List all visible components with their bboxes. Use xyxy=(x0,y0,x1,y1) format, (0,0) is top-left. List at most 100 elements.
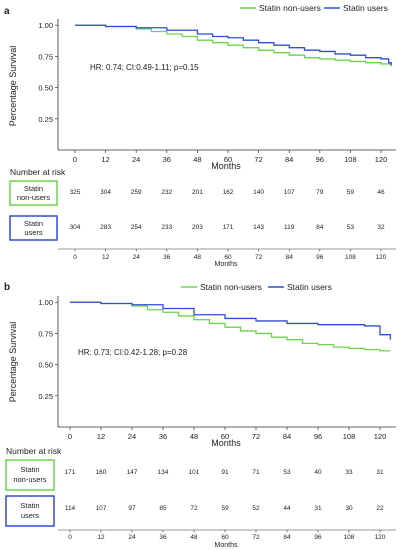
risk-table-title: Number at risk xyxy=(10,167,66,177)
risk-count: 134 xyxy=(158,469,169,476)
risk-count: 71 xyxy=(252,469,260,476)
risk-count: 53 xyxy=(347,224,355,231)
risk-count: 201 xyxy=(192,189,203,196)
x-tick-label: 72 xyxy=(252,432,260,441)
y-tick-label: 0.75 xyxy=(38,52,53,61)
risk-table: Number at risk Statin non-users Statin u… xyxy=(5,446,396,549)
x-tick-label: 24 xyxy=(128,432,136,441)
risk-count: 52 xyxy=(252,505,260,512)
survival-curve xyxy=(70,301,391,340)
risk-group-label: Statin xyxy=(20,465,39,474)
y-tick-label: 0.50 xyxy=(38,84,53,93)
risk-group-label: users xyxy=(21,511,40,520)
risk-x-tick-label: 48 xyxy=(194,254,202,261)
panel-letter: a xyxy=(4,6,10,17)
risk-x-tick-label: 12 xyxy=(97,534,105,541)
x-axis-label: Months xyxy=(211,161,241,171)
x-tick-label: 84 xyxy=(283,432,291,441)
panel-letter: b xyxy=(4,282,10,293)
risk-x-tick-label: 108 xyxy=(345,254,356,261)
risk-x-tick-label: 36 xyxy=(163,254,171,261)
x-tick-label: 120 xyxy=(375,155,388,164)
x-tick-label: 84 xyxy=(285,155,293,164)
legend: Statin non-users Statin users xyxy=(181,282,332,292)
risk-count: 114 xyxy=(65,505,76,512)
x-tick-label: 36 xyxy=(163,155,171,164)
x-tick-label: 12 xyxy=(97,432,105,441)
risk-x-tick-label: 0 xyxy=(73,254,77,261)
x-tick-label: 48 xyxy=(193,155,201,164)
risk-count: 31 xyxy=(376,469,384,476)
risk-count: 97 xyxy=(128,505,136,512)
risk-count: 232 xyxy=(161,189,172,196)
risk-group-box-non-users xyxy=(5,459,55,491)
risk-count: 304 xyxy=(100,189,111,196)
risk-count: 107 xyxy=(284,189,295,196)
risk-count: 147 xyxy=(127,469,138,476)
panel-a: a Statin non-users Statin users Percenta… xyxy=(4,3,396,268)
risk-table: Number at risk Statin non-users Statin u… xyxy=(9,167,396,268)
risk-group-box-users xyxy=(5,495,55,527)
legend-label-users: Statin users xyxy=(343,3,388,13)
risk-count: 160 xyxy=(96,469,107,476)
y-axis-label: Percentage Survival xyxy=(8,322,18,403)
x-tick-label: 36 xyxy=(159,432,167,441)
risk-x-tick-label: 12 xyxy=(102,254,110,261)
risk-group-box-non-users xyxy=(9,180,58,206)
risk-count: 30 xyxy=(345,505,353,512)
risk-count: 233 xyxy=(161,224,172,231)
risk-count: 259 xyxy=(131,189,142,196)
risk-table-title: Number at risk xyxy=(6,446,62,456)
hazard-ratio-annotation: HR: 0.73; CI:0.42-1.28; p=0.28 xyxy=(78,348,188,357)
risk-x-tick-label: 72 xyxy=(255,254,263,261)
risk-count: 84 xyxy=(316,224,324,231)
survival-curve xyxy=(75,24,392,67)
y-tick-label: 0.25 xyxy=(38,115,53,124)
risk-x-tick-label: 96 xyxy=(314,534,322,541)
km-plot: Percentage Survival Months HR: 0.73; CI:… xyxy=(8,296,396,448)
risk-x-tick-label: 60 xyxy=(221,534,229,541)
risk-count: 119 xyxy=(284,224,295,231)
risk-group-box-users xyxy=(9,215,58,241)
x-tick-label: 60 xyxy=(224,155,232,164)
x-tick-label: 108 xyxy=(344,155,357,164)
legend-label-non-users: Statin non-users xyxy=(200,282,262,292)
x-tick-label: 0 xyxy=(73,155,77,164)
y-tick-label: 1.00 xyxy=(38,21,53,30)
x-tick-label: 96 xyxy=(316,155,324,164)
risk-group-label: users xyxy=(24,228,43,237)
y-axis-label: Percentage Survival xyxy=(8,46,18,127)
x-tick-label: 72 xyxy=(254,155,262,164)
y-tick-label: 0.25 xyxy=(38,392,53,401)
x-tick-label: 48 xyxy=(190,432,198,441)
risk-count: 79 xyxy=(316,189,324,196)
risk-count: 91 xyxy=(221,469,229,476)
risk-table-months-label: Months xyxy=(215,542,238,549)
km-plot: Percentage Survival Months HR: 0.74; CI:… xyxy=(8,19,396,171)
risk-x-tick-label: 96 xyxy=(316,254,324,261)
x-tick-label: 60 xyxy=(221,432,229,441)
risk-count: 254 xyxy=(131,224,142,231)
hazard-ratio-annotation: HR: 0.74; CI:0.49-1.11; p=0.15 xyxy=(90,63,199,72)
risk-x-tick-label: 36 xyxy=(159,534,167,541)
risk-count: 59 xyxy=(221,505,229,512)
risk-count: 32 xyxy=(377,224,385,231)
panel-b: b Statin non-users Statin users Percenta… xyxy=(4,282,396,549)
risk-count: 143 xyxy=(253,224,264,231)
risk-count: 85 xyxy=(159,505,167,512)
risk-count: 304 xyxy=(70,224,81,231)
risk-x-tick-label: 60 xyxy=(224,254,232,261)
risk-count: 107 xyxy=(96,505,107,512)
x-tick-label: 96 xyxy=(314,432,322,441)
risk-x-tick-label: 84 xyxy=(286,254,294,261)
risk-x-tick-label: 0 xyxy=(68,534,72,541)
risk-x-tick-label: 84 xyxy=(283,534,291,541)
risk-count: 53 xyxy=(283,469,291,476)
risk-group-label: Statin xyxy=(24,219,43,228)
risk-group-label: non-users xyxy=(17,193,51,202)
x-tick-label: 24 xyxy=(132,155,140,164)
risk-group-label: Statin xyxy=(24,184,43,193)
risk-count: 171 xyxy=(223,224,234,231)
risk-x-tick-label: 108 xyxy=(344,534,355,541)
